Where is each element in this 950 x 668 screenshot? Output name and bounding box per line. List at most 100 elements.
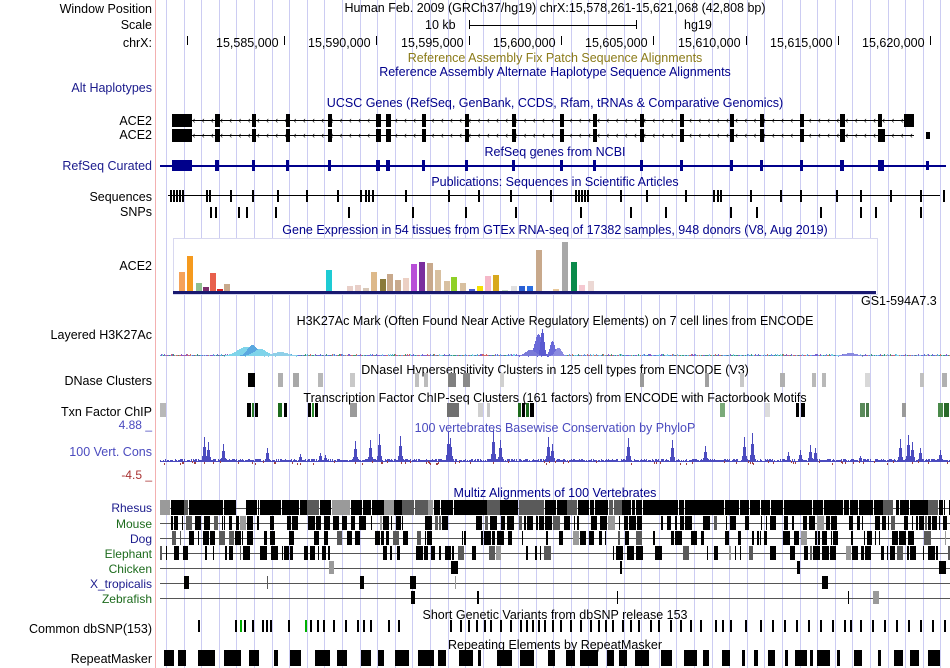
gene-exon[interactable] (840, 129, 845, 142)
repeat-element[interactable] (290, 650, 301, 666)
gene-exon[interactable] (904, 114, 914, 127)
publication-snp-mark[interactable] (215, 207, 217, 218)
publication-snp-mark[interactable] (920, 207, 922, 218)
dnase-cluster[interactable] (500, 373, 504, 387)
repeat-element[interactable] (497, 650, 512, 666)
publication-sequence-mark[interactable] (584, 190, 586, 202)
publication-snp-mark[interactable] (630, 207, 632, 218)
txn-factor-cluster[interactable] (447, 403, 459, 417)
gene-exon[interactable] (252, 129, 256, 142)
dbsnp-variant[interactable] (896, 620, 898, 632)
refseq-exon[interactable] (840, 160, 844, 171)
repeat-element[interactable] (224, 650, 241, 666)
publication-snp-mark[interactable] (756, 207, 758, 218)
gene-exon[interactable] (215, 129, 220, 142)
dnase-cluster[interactable] (424, 373, 428, 387)
txn-factor-cluster[interactable] (530, 403, 534, 417)
gtex-tissue-bar[interactable] (536, 250, 542, 294)
publication-sequence-mark[interactable] (277, 190, 279, 202)
track-label-common-dbsnp[interactable]: Common dbSNP(153) (29, 622, 152, 636)
dbsnp-variant[interactable] (860, 620, 862, 632)
track-label-txn-factor-chip[interactable]: Txn Factor ChIP (61, 405, 152, 419)
repeat-element[interactable] (548, 650, 555, 666)
txn-factor-cluster[interactable] (526, 403, 529, 417)
species-label-elephant[interactable]: Elephant (104, 547, 152, 561)
dbsnp-variant[interactable] (526, 620, 528, 632)
gene-exon[interactable] (593, 129, 597, 142)
dnase-cluster[interactable] (293, 373, 299, 387)
dbsnp-variant[interactable] (198, 620, 200, 632)
gene-exon[interactable] (422, 129, 426, 142)
publication-sequence-mark[interactable] (405, 190, 407, 202)
txn-factor-cluster[interactable] (247, 403, 251, 417)
track-label-ace2-1[interactable]: ACE2 (119, 114, 152, 128)
publication-snp-mark[interactable] (820, 207, 822, 218)
repeat-element[interactable] (478, 650, 481, 666)
track-label-100-vert-cons[interactable]: 100 Vert. Cons (69, 445, 152, 459)
refseq-exon[interactable] (286, 160, 289, 171)
repeat-element[interactable] (703, 650, 709, 666)
dbsnp-variant[interactable] (908, 620, 910, 632)
dbsnp-variant[interactable] (323, 620, 325, 632)
publication-sequence-mark[interactable] (713, 190, 715, 202)
dbsnp-variant[interactable] (288, 620, 290, 632)
dnase-cluster[interactable] (780, 373, 785, 387)
gene-exon[interactable] (386, 114, 391, 127)
dbsnp-variant[interactable] (270, 620, 272, 632)
txn-factor-cluster[interactable] (796, 403, 799, 417)
dbsnp-variant[interactable] (820, 620, 822, 632)
dbsnp-variant[interactable] (612, 620, 614, 632)
repeat-element[interactable] (795, 650, 807, 666)
gene-exon[interactable] (386, 129, 391, 142)
gene-exon[interactable] (172, 114, 192, 127)
dbsnp-variant[interactable] (357, 620, 359, 632)
gtex-tissue-bar[interactable] (326, 270, 332, 294)
dbsnp-variant[interactable] (370, 620, 372, 632)
repeat-element[interactable] (854, 650, 862, 666)
dbsnp-variant[interactable] (500, 620, 502, 632)
gtex-tissue-bar[interactable] (435, 270, 441, 294)
publication-snp-mark[interactable] (412, 207, 414, 218)
gene-exon[interactable] (640, 114, 644, 127)
dbsnp-variant[interactable] (690, 620, 692, 632)
refseq-exon[interactable] (878, 160, 884, 171)
species-label-chicken[interactable]: Chicken (108, 562, 152, 576)
dnase-cluster[interactable] (448, 373, 456, 387)
dbsnp-variant[interactable] (650, 620, 652, 632)
gtex-tissue-bar[interactable] (477, 286, 483, 294)
txn-factor-cluster[interactable] (312, 403, 314, 417)
gene-exon[interactable] (465, 129, 469, 142)
gene-exon[interactable] (760, 114, 764, 127)
publication-sequence-mark[interactable] (943, 190, 945, 202)
gtex-tissue-bar[interactable] (355, 285, 361, 294)
txn-factor-cluster[interactable] (278, 403, 282, 417)
repeat-element[interactable] (754, 650, 758, 666)
publication-sequence-mark[interactable] (890, 190, 892, 202)
gene-exon[interactable] (328, 114, 332, 127)
dbsnp-variant[interactable] (920, 620, 922, 632)
gtex-tissue-bar[interactable] (196, 283, 202, 294)
dbsnp-variant[interactable] (700, 620, 702, 632)
multiz-row[interactable] (160, 546, 950, 560)
txn-factor-cluster[interactable] (866, 403, 869, 417)
h3k27ac-wiggle[interactable] (160, 328, 950, 356)
dnase-cluster[interactable] (463, 373, 470, 387)
refseq-exon[interactable] (593, 160, 596, 171)
dbsnp-variant[interactable] (333, 620, 335, 632)
publication-sequence-mark[interactable] (478, 190, 480, 202)
publication-snp-mark[interactable] (665, 207, 667, 218)
gtex-tissue-bar[interactable] (579, 285, 585, 294)
dbsnp-variant[interactable] (590, 620, 592, 632)
gtex-tissue-bar[interactable] (347, 286, 353, 294)
repeat-element[interactable] (722, 650, 730, 666)
repeat-element[interactable] (580, 650, 598, 666)
dbsnp-variant[interactable] (398, 620, 400, 632)
dbsnp-variant[interactable] (484, 620, 486, 632)
dbsnp-variant[interactable] (252, 620, 254, 632)
publication-snp-mark[interactable] (275, 207, 277, 218)
repeat-element[interactable] (198, 650, 215, 666)
track-label-repeatmasker[interactable]: RepeatMasker (70, 652, 152, 666)
dbsnp-variant[interactable] (884, 620, 886, 632)
publication-sequence-mark[interactable] (176, 190, 178, 202)
gene-exon[interactable] (800, 129, 804, 142)
